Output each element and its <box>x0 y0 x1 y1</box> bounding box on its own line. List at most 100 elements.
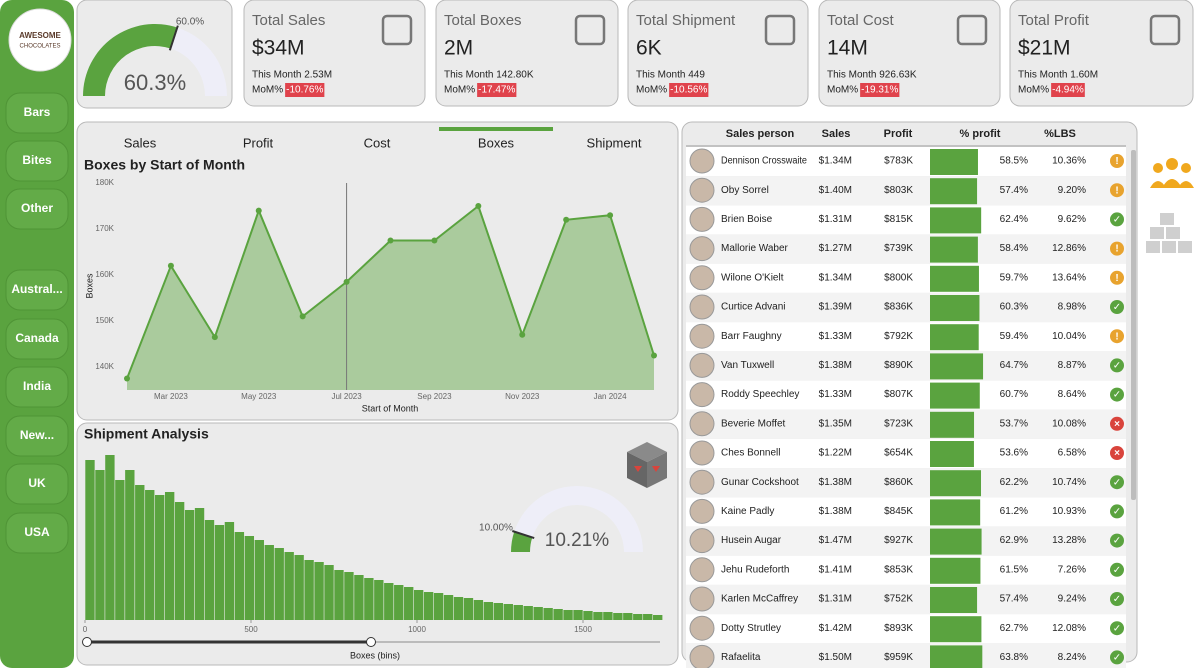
boxes-icon[interactable] <box>1146 213 1192 253</box>
row <box>686 176 1126 206</box>
filter-button[interactable] <box>5 140 69 182</box>
y-axis-label: Boxes <box>84 273 94 299</box>
avatar <box>689 644 715 668</box>
tab[interactable]: Sales <box>124 135 157 150</box>
histogram-bar <box>184 510 195 620</box>
slider-handle[interactable] <box>82 637 92 647</box>
salesperson-name: Rafaelita <box>721 652 761 663</box>
status-glyph: ! <box>1115 244 1118 255</box>
lbs-cell: 12.08% <box>1052 623 1086 634</box>
column-header[interactable]: Sales person <box>726 128 795 140</box>
histogram-bar <box>503 604 513 620</box>
profit-cell: $807K <box>884 389 913 400</box>
histogram-bar <box>164 492 175 620</box>
histogram-bar <box>135 485 145 620</box>
pct-profit-cell: 62.4% <box>1000 214 1028 225</box>
chart-title: Shipment Analysis <box>84 426 209 442</box>
kpi-mom: -17.47% <box>478 85 515 96</box>
lbs-cell: 9.20% <box>1058 185 1086 196</box>
avatar <box>689 557 715 583</box>
pct-profit-bar <box>930 353 984 380</box>
status-glyph: ✓ <box>1113 623 1121 634</box>
filter-button-label: Austral... <box>11 282 62 296</box>
salesperson-name: Jehu Rudeforth <box>721 564 789 575</box>
column-header[interactable]: % profit <box>960 128 1001 140</box>
profit-cell: $927K <box>884 535 913 546</box>
gauge-card <box>76 0 233 109</box>
status-icon <box>1110 358 1124 373</box>
y-tick-label: 180K <box>95 178 114 187</box>
column-header[interactable]: Sales <box>822 128 851 140</box>
lbs-cell: 13.64% <box>1052 272 1086 283</box>
profit-cell: $752K <box>884 594 913 605</box>
filter-button[interactable] <box>5 463 69 505</box>
profit-cell: $959K <box>884 652 913 663</box>
avatar <box>689 440 715 466</box>
filter-button[interactable] <box>5 512 69 554</box>
filter-button[interactable] <box>5 318 69 360</box>
pct-profit-cell: 60.3% <box>1000 302 1028 313</box>
tab[interactable]: Boxes <box>478 135 515 150</box>
status-glyph: ✓ <box>1113 361 1121 372</box>
people-icon[interactable] <box>1150 158 1194 188</box>
column-header[interactable]: %LBS <box>1044 128 1076 140</box>
avatar <box>689 411 715 437</box>
filter-button[interactable] <box>5 269 69 311</box>
tab[interactable]: Shipment <box>587 135 642 150</box>
avatar <box>689 382 715 408</box>
lbs-cell: 10.08% <box>1052 418 1086 429</box>
box-icon <box>627 442 667 488</box>
filter-button-label: Bars <box>24 105 51 119</box>
area-point <box>255 207 262 214</box>
pct-profit-cell: 62.2% <box>1000 477 1028 488</box>
row <box>686 497 1126 527</box>
histogram-bar <box>553 609 563 620</box>
salesperson-name: Dotty Strutley <box>721 623 781 634</box>
lbs-cell: 6.58% <box>1058 448 1086 459</box>
histogram-bar <box>653 615 663 620</box>
x-tick-label: 0 <box>83 625 88 634</box>
histogram-bar <box>394 585 404 620</box>
filter-button[interactable] <box>5 188 69 230</box>
area-point <box>387 237 394 244</box>
salesperson-name: Karlen McCaffrey <box>721 594 798 605</box>
status-glyph: ✓ <box>1113 302 1121 313</box>
kpi-mom-badge <box>477 83 517 97</box>
filter-button[interactable] <box>5 415 69 457</box>
lbs-cell: 9.24% <box>1058 594 1086 605</box>
tab[interactable]: Cost <box>364 135 391 150</box>
avatar <box>689 294 715 320</box>
pct-profit-bar <box>930 645 983 668</box>
scrollbar[interactable] <box>1131 150 1136 500</box>
row <box>686 322 1126 352</box>
histogram-bar <box>334 570 344 620</box>
pct-profit-bar <box>930 295 980 321</box>
avatar <box>689 469 715 495</box>
tab[interactable]: Profit <box>243 135 274 150</box>
lbs-cell: 10.36% <box>1052 156 1086 167</box>
kpi-mom-label: MoM% <box>827 85 858 96</box>
column-header[interactable]: Profit <box>884 128 913 140</box>
histogram-bar <box>194 508 205 620</box>
status-icon <box>1110 562 1124 577</box>
filter-button[interactable] <box>5 92 69 134</box>
pct-profit-cell: 58.5% <box>1000 156 1028 167</box>
gauge-target <box>512 530 535 540</box>
histogram-bar <box>314 562 324 620</box>
histogram-bar <box>463 598 474 620</box>
kpi-mom-label: MoM% <box>252 85 283 96</box>
kpi-month: This Month 2.53M <box>252 70 332 81</box>
row <box>686 234 1126 264</box>
sales-cell: $1.31M <box>819 594 852 605</box>
salesperson-name: Wilone O'Kielt <box>721 272 784 283</box>
row <box>686 380 1126 410</box>
histogram-bar <box>413 590 424 620</box>
filter-button[interactable] <box>5 366 69 408</box>
kpi-value: 2M <box>444 37 473 60</box>
histogram-bar <box>354 575 364 620</box>
sales-cell: $1.33M <box>819 331 852 342</box>
x-tick-label: 500 <box>244 625 258 634</box>
pct-profit-cell: 58.4% <box>1000 243 1028 254</box>
slider-handle[interactable] <box>366 637 376 647</box>
